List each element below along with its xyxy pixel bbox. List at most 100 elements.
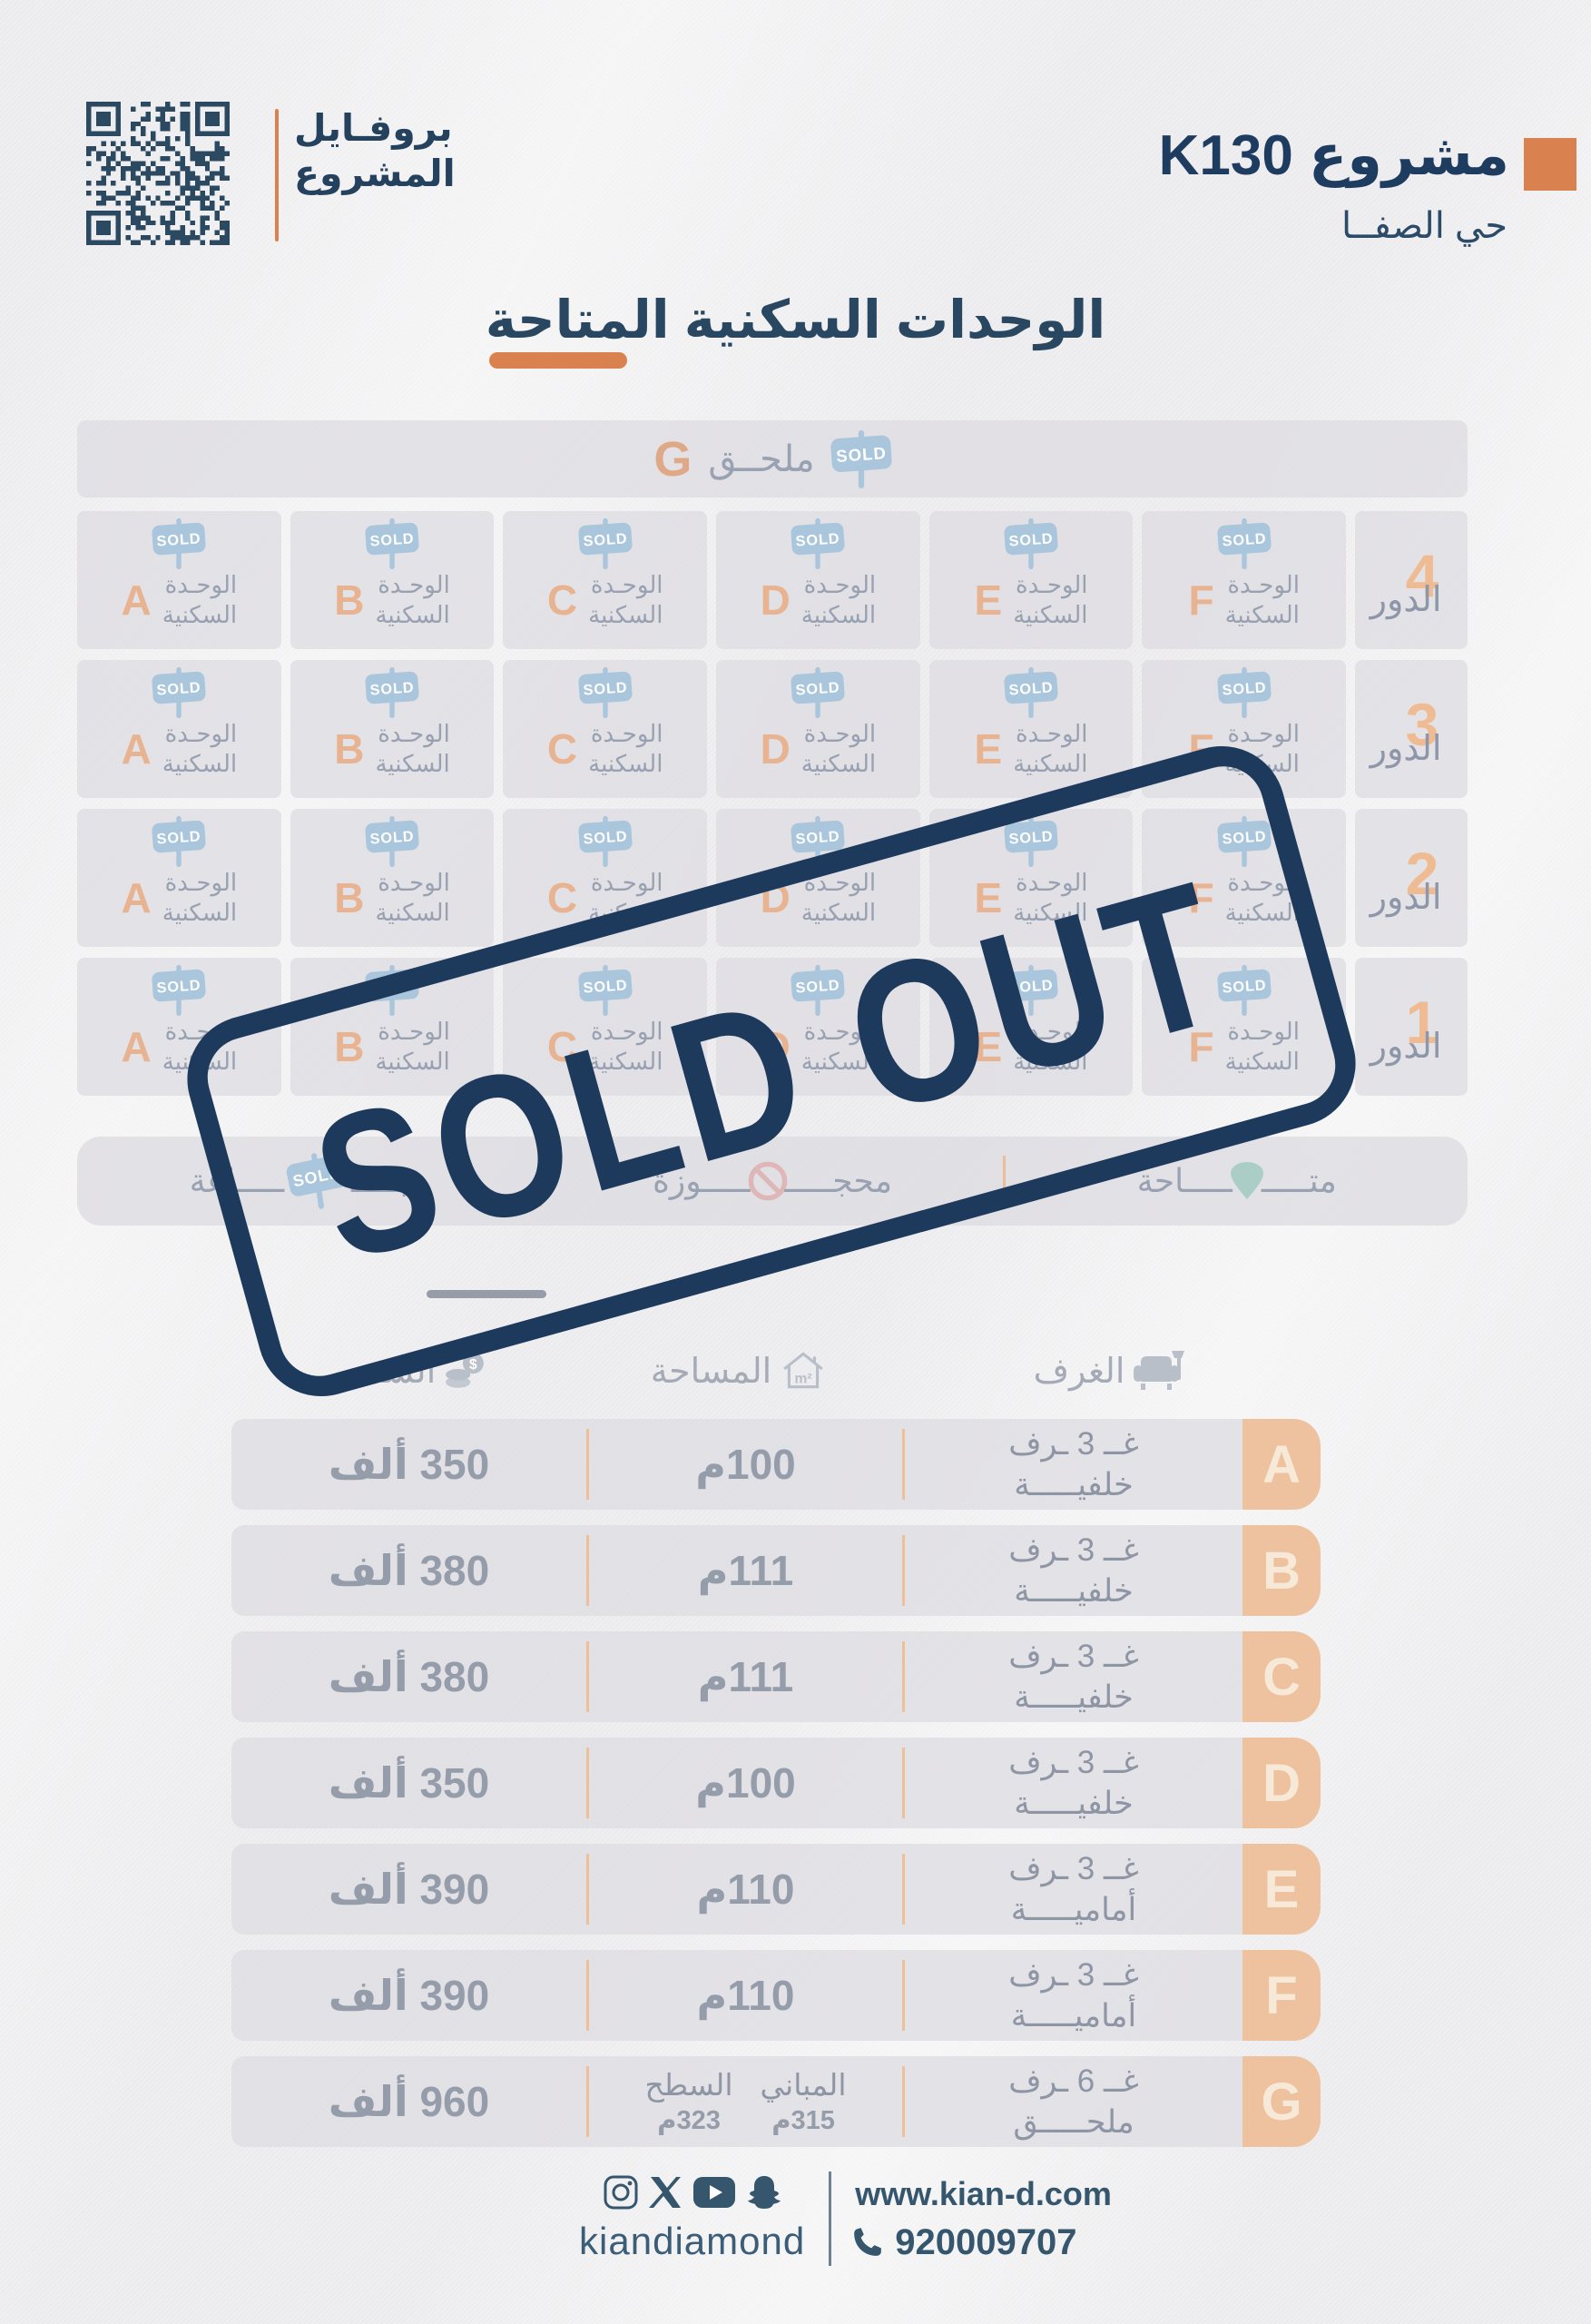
- website-link[interactable]: www.kian-d.com: [855, 2174, 1112, 2212]
- svg-text:SOLD: SOLD: [583, 977, 628, 996]
- svg-text:SOLD: SOLD: [795, 679, 840, 698]
- area-value: 111م: [697, 1547, 794, 1594]
- unit-cell-body: F الوحـدة السكنية: [1188, 1017, 1299, 1076]
- area-value: 110م: [696, 1866, 795, 1913]
- unit-cell-body: C الوحـدة السكنية: [547, 1017, 663, 1076]
- unit-cell-body: F الوحـدة السكنية: [1188, 719, 1299, 778]
- unit-cell-e-floor-1: SOLD E الوحـدة السكنية: [928, 958, 1134, 1096]
- area-cell: 111م: [589, 1546, 902, 1595]
- sub-area: السطح 323م: [644, 2067, 732, 2136]
- unit-cell-c-floor-2: SOLD C الوحـدة السكنية: [503, 809, 708, 947]
- x-icon[interactable]: [648, 2175, 682, 2210]
- unit-label: الوحـدة السكنية: [375, 869, 450, 926]
- unit-label: الوحـدة السكنية: [588, 720, 663, 777]
- header-area-label: المساحة: [650, 1352, 772, 1391]
- reserved-no-entry-icon: [747, 1160, 789, 1202]
- column-divider: [586, 1748, 589, 1818]
- row-bar: غــ 6 ـرف ملحـــــق المباني 315م السطح 32…: [231, 2056, 1242, 2147]
- phone-number[interactable]: 920009707: [895, 2221, 1077, 2262]
- row-bar: غــ 3 ـرف خلفيـــــة 100م 350 ألف: [231, 1738, 1242, 1828]
- unit-letter: E: [974, 1022, 1003, 1070]
- unit-cell-f-floor-3: SOLD F الوحـدة السكنية: [1142, 660, 1347, 798]
- sold-badge-icon: SOLD: [790, 964, 846, 1017]
- unit-cell-body: D الوحـدة السكنية: [761, 1017, 877, 1076]
- unit-cell-body: B الوحـدة السكنية: [334, 868, 450, 927]
- svg-text:SOLD: SOLD: [1222, 977, 1267, 996]
- sold-badge-icon: SOLD: [790, 815, 846, 868]
- row-letter-tab: C: [1242, 1631, 1321, 1722]
- sub-area: المباني 315م: [761, 2067, 847, 2136]
- instagram-icon[interactable]: [604, 2175, 638, 2210]
- price-cell: 380 ألف: [328, 1547, 490, 1594]
- rooms-cell: غــ 3 ـرف خلفيـــــة: [1008, 1425, 1139, 1503]
- column-divider: [586, 2066, 589, 2137]
- svg-text:SOLD: SOLD: [1008, 530, 1054, 549]
- floor-word: الدور: [1370, 580, 1442, 619]
- profile-line2: المشروع: [294, 153, 456, 195]
- unit-cell-body: E الوحـدة السكنية: [975, 868, 1088, 927]
- unit-letter: A: [121, 873, 152, 921]
- price-cell: 390 ألف: [328, 1972, 490, 2019]
- table-row-b: B غــ 3 ـرف خلفيـــــة 111م 380 ألف: [231, 1525, 1321, 1616]
- qr-code: [86, 102, 230, 245]
- floor-cell-1: 1 الدور: [1355, 958, 1468, 1096]
- unit-label: الوحـدة السكنية: [588, 1018, 663, 1075]
- legend-available-text-end: ـــــاحة: [1136, 1162, 1233, 1199]
- unit-label: الوحـدة السكنية: [375, 1018, 450, 1075]
- unit-label: الوحـدة السكنية: [1013, 571, 1088, 628]
- rooms-cell: غــ 3 ـرف خلفيـــــة: [1008, 1744, 1139, 1822]
- social-handle: kiandiamond: [579, 2220, 806, 2262]
- svg-text:SOLD: SOLD: [795, 977, 840, 996]
- unit-cell-b-floor-2: SOLD B الوحـدة السكنية: [290, 809, 495, 947]
- unit-cell-body: F الوحـدة السكنية: [1188, 570, 1299, 629]
- rooms-cell: غــ 3 ـرف أماميـــــة: [1008, 1956, 1139, 2034]
- header-area: m² المساحة: [581, 1346, 894, 1395]
- column-divider: [586, 1960, 589, 2031]
- unit-cell-e-floor-2: SOLD E الوحـدة السكنية: [928, 809, 1134, 947]
- unit-letter: F: [1188, 576, 1214, 624]
- unit-cell-body: D الوحـدة السكنية: [761, 868, 877, 927]
- unit-label: الوحـدة السكنية: [1013, 720, 1088, 777]
- annex-row-g: SOLD ملحــق G: [77, 420, 1468, 497]
- svg-text:SOLD: SOLD: [369, 977, 415, 996]
- unit-label: الوحـدة السكنية: [375, 720, 450, 777]
- snapchat-icon[interactable]: [747, 2174, 781, 2211]
- svg-text:SOLD: SOLD: [583, 679, 628, 698]
- annex-letter: G: [653, 431, 692, 487]
- grid-floor-row: SOLD A الوحـدة السكنية SOLD B الوحـدة السك…: [77, 511, 1468, 649]
- floor-number: 2: [1405, 839, 1439, 907]
- youtube-icon[interactable]: [692, 2177, 736, 2208]
- row-bar: غــ 3 ـرف خلفيـــــة 111م 380 ألف: [231, 1525, 1242, 1616]
- unit-label: الوحـدة السكنية: [162, 720, 238, 777]
- unit-cell-body: D الوحـدة السكنية: [761, 570, 877, 629]
- footer: kiandiamond www.kian-d.com 920009707: [0, 2171, 1591, 2266]
- svg-text:SOLD: SOLD: [156, 977, 201, 996]
- area-cell: 111م: [589, 1652, 902, 1701]
- floor-number: 1: [1405, 988, 1439, 1056]
- table-row-d: D غــ 3 ـرف خلفيـــــة 100م 350 ألف: [231, 1738, 1321, 1828]
- legend-bar: متـــــ ـــــاحة محجـــــ ـــــوزة مبـــ…: [77, 1137, 1468, 1226]
- sold-badge-icon: SOLD: [1003, 815, 1059, 868]
- unit-cell-d-floor-2: SOLD D الوحـدة السكنية: [716, 809, 920, 947]
- legend-reserved: محجـــــ ـــــوزة: [542, 1160, 1004, 1202]
- header-price: $ السعــر: [231, 1349, 581, 1393]
- svg-text:SOLD: SOLD: [369, 828, 415, 847]
- phone-icon: [851, 2226, 884, 2259]
- footer-divider: [829, 2171, 832, 2266]
- row-letter-tab: A: [1242, 1419, 1321, 1510]
- unit-label: الوحـدة السكنية: [162, 571, 238, 628]
- column-divider: [586, 1854, 589, 1925]
- unit-letter: D: [760, 724, 791, 773]
- area-cell: 110م: [589, 1971, 902, 2020]
- floor-number: 4: [1405, 541, 1439, 609]
- row-letter-tab: E: [1242, 1844, 1321, 1935]
- unit-label: الوحـدة السكنية: [1224, 720, 1300, 777]
- svg-text:SOLD: SOLD: [835, 443, 887, 466]
- unit-letter: C: [546, 724, 578, 773]
- unit-cell-a-floor-2: SOLD A الوحـدة السكنية: [77, 809, 281, 947]
- floor-cell-4: 4 الدور: [1355, 511, 1468, 649]
- legend-available-text-start: متـــــ: [1261, 1162, 1337, 1199]
- unit-label: الوحـدة السكنية: [162, 1018, 238, 1075]
- row-bar: غــ 3 ـرف أماميـــــة 110م 390 ألف: [231, 1844, 1242, 1935]
- row-bar: غــ 3 ـرف خلفيـــــة 100م 350 ألف: [231, 1419, 1242, 1510]
